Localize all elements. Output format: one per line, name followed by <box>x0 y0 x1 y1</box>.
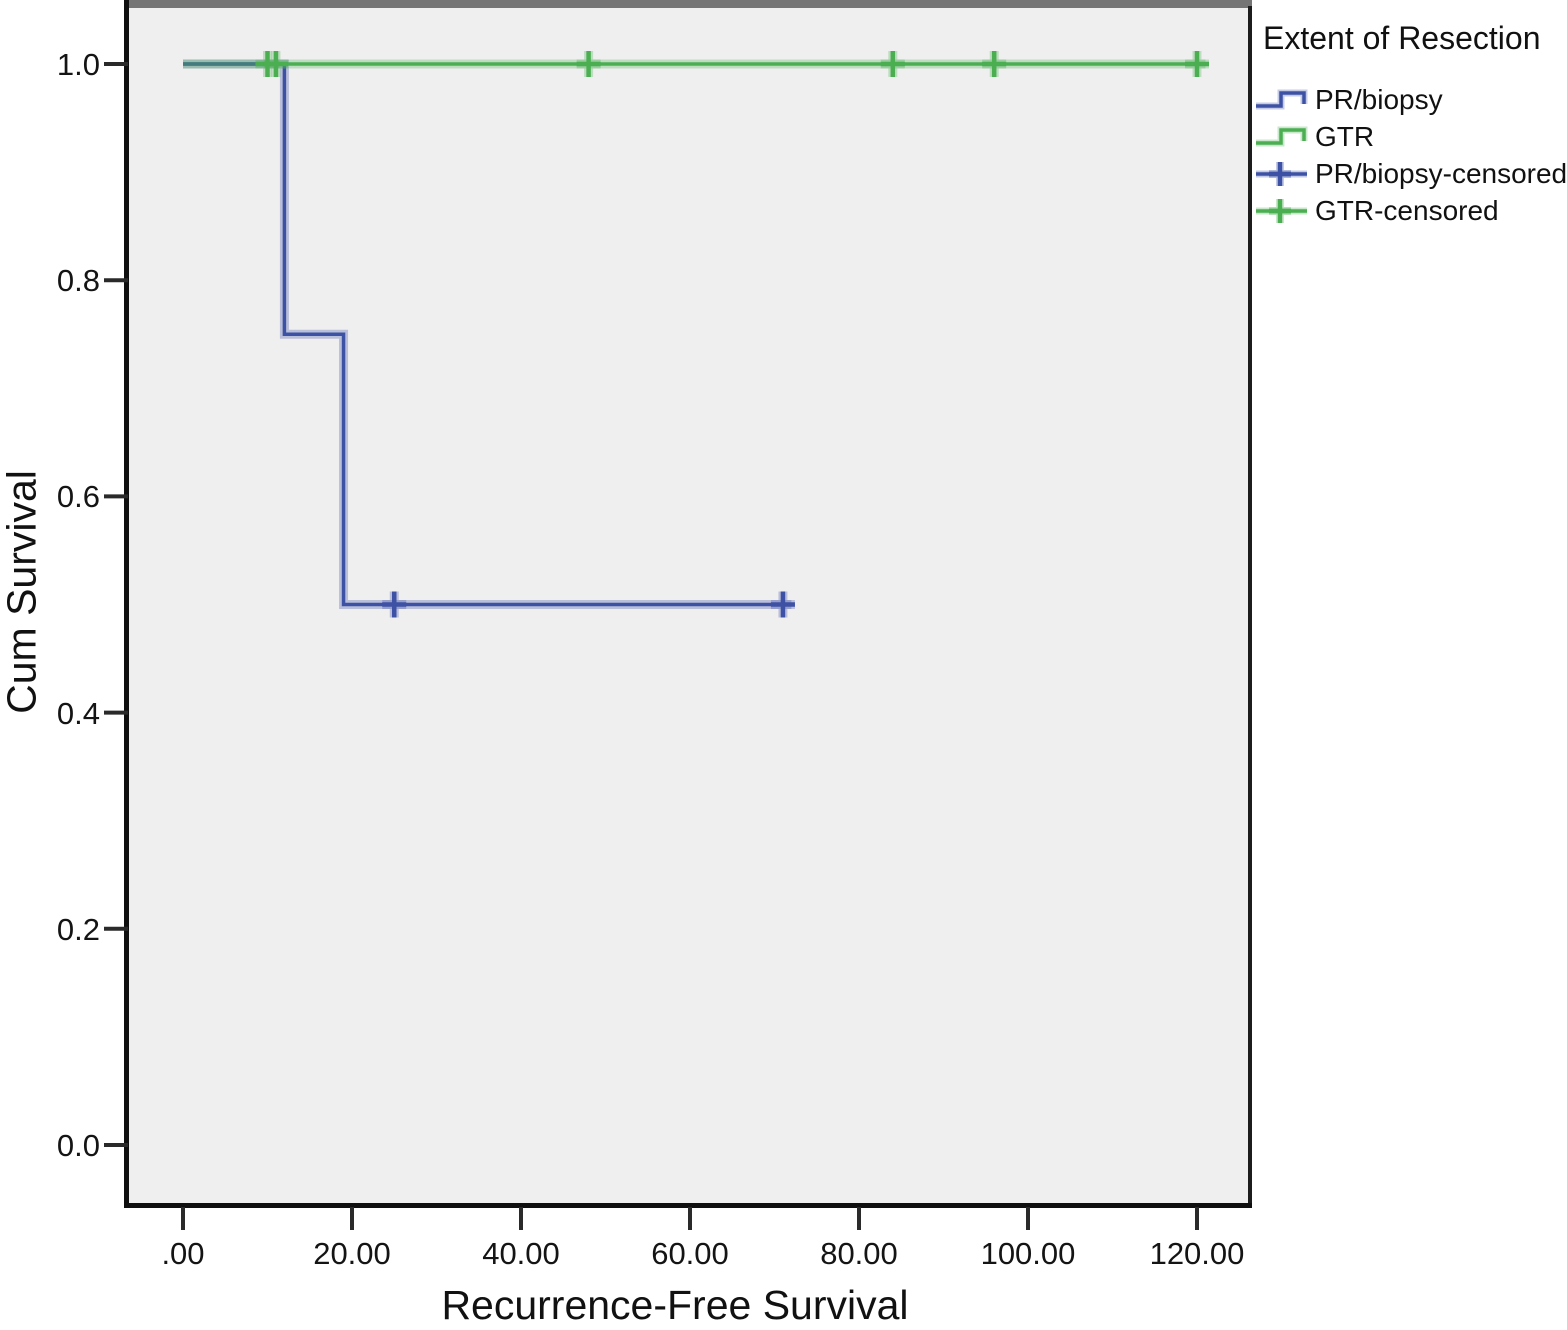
x-tick-label: 120.00 <box>1149 1236 1245 1271</box>
legend-item-label: PR/biopsy <box>1315 83 1443 115</box>
plot-area <box>129 8 1248 1204</box>
y-axis-line <box>124 0 129 1208</box>
y-tick-label: 0.4 <box>56 695 100 731</box>
legend: Extent of Resection PR/biopsy GTR PR/biops… <box>1255 20 1567 229</box>
y-tick-label: 0.2 <box>56 911 100 947</box>
x-tick-label: 100.00 <box>980 1236 1076 1271</box>
x-tick-label: 60.00 <box>651 1236 729 1271</box>
legend-item-label: PR/biopsy-censored <box>1315 157 1567 189</box>
legend-item: PR/biopsy-censored <box>1255 155 1567 192</box>
y-tick-label: 0.0 <box>56 1128 100 1163</box>
x-tick-label: 40.00 <box>482 1236 560 1271</box>
step-line-icon <box>1256 89 1308 109</box>
y-tick-label: 0.8 <box>56 263 100 299</box>
legend-item: PR/biopsy <box>1255 81 1567 118</box>
legend-items: PR/biopsy GTR PR/biopsy-censored GTR-censor… <box>1255 81 1567 229</box>
x-tick-label: .00 <box>161 1236 205 1271</box>
plot-border-right <box>1248 6 1252 1206</box>
x-axis-title: Recurrence-Free Survival <box>441 1282 909 1328</box>
censor-plus-icon <box>1256 161 1307 186</box>
x-tick-label: 80.00 <box>820 1236 898 1271</box>
plot-border-top <box>124 0 1252 8</box>
censor-plus-icon <box>1256 198 1307 223</box>
legend-item: GTR <box>1255 118 1567 155</box>
y-tick-label: 1.0 <box>56 47 100 82</box>
legend-item-label: GTR-censored <box>1315 194 1499 226</box>
legend-title: Extent of Resection <box>1263 20 1541 56</box>
x-axis-line <box>124 1203 1252 1208</box>
legend-item: GTR-censored <box>1255 192 1567 229</box>
y-axis-title: Cum Survival <box>0 470 45 714</box>
x-tick-label: 20.00 <box>313 1236 391 1271</box>
legend-item-label: GTR <box>1315 120 1375 152</box>
step-line-icon <box>1256 126 1308 146</box>
y-tick-label: 0.6 <box>56 479 100 515</box>
